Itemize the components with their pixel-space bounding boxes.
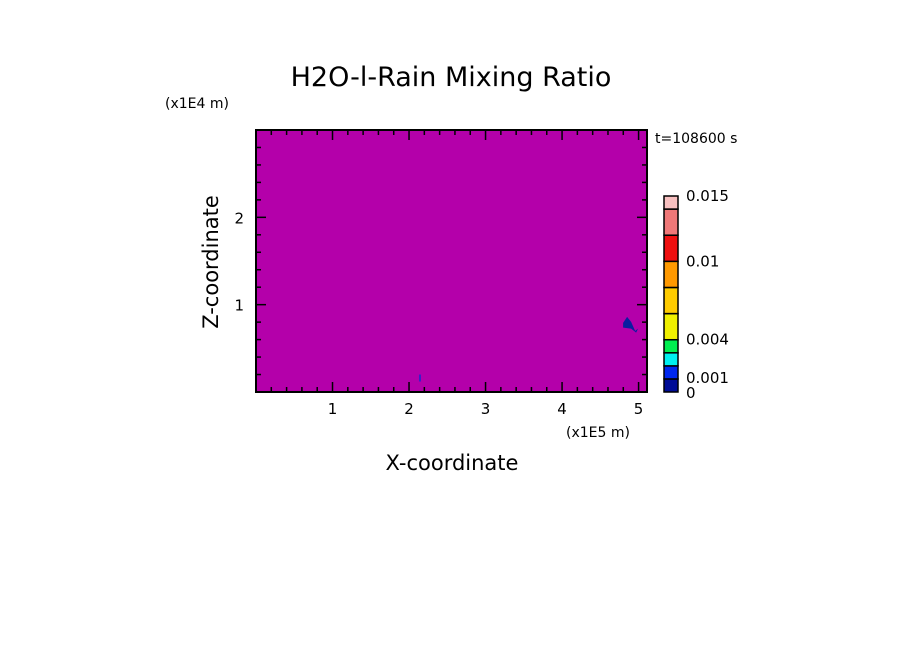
x-tick-label: 2: [404, 400, 414, 418]
x-unit-label: (x1E5 m): [566, 425, 630, 441]
time-label: t=108600 s: [655, 131, 737, 147]
colorbar-segment: [663, 378, 679, 393]
y-tick-label: 1: [234, 297, 244, 315]
y-unit-label: (x1E4 m): [165, 96, 229, 112]
colorbar-segment: [663, 260, 679, 289]
colorbar-segment: [663, 365, 679, 380]
y-ticks: 12: [234, 146, 647, 376]
x-axis-label: X-coordinate: [386, 451, 519, 475]
x-ticks: 1 2 3 4 5: [270, 130, 644, 418]
colorbar-segment: [663, 234, 679, 263]
colorbar-segment: [663, 338, 679, 354]
rain-feature: [623, 316, 639, 333]
colorbar-label: 0.01: [686, 252, 719, 270]
colorbar-segment: [663, 312, 679, 341]
x-tick-label: 3: [481, 400, 491, 418]
colorbar-segment: [663, 286, 679, 315]
colorbar-label: 0.015: [686, 187, 729, 205]
x-tick-label: 5: [634, 400, 644, 418]
background-field: [256, 130, 647, 392]
colorbar-label: 0.004: [686, 331, 729, 349]
chart-title: H2O-l-Rain Mixing Ratio: [291, 62, 612, 93]
x-tick-label: 1: [328, 400, 338, 418]
colorbar-label: 0: [686, 384, 696, 402]
plot-frame: [255, 129, 648, 393]
colorbar-segment: [663, 352, 679, 367]
rain-feature: [418, 374, 421, 382]
y-tick-label: 2: [234, 209, 244, 227]
x-tick-label: 4: [557, 400, 567, 418]
colorbar-segment: [663, 208, 679, 236]
plot-area: [255, 129, 648, 393]
colorbar-label: 0.001: [686, 369, 729, 387]
colorbar-segment: [663, 195, 679, 210]
y-axis-label: Z-coordinate: [199, 195, 223, 329]
colorbar: 00.001 0.004 0.01 0.015: [663, 187, 729, 402]
